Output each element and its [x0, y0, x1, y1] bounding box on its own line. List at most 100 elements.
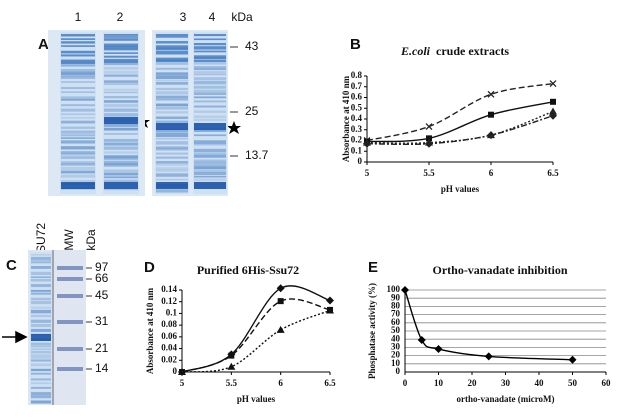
gel-band: [31, 254, 51, 256]
gel-band: [31, 256, 51, 260]
gel-band: [104, 83, 138, 85]
gel-band: [104, 182, 138, 189]
y-tick-label: 0.4: [351, 113, 363, 123]
data-point: [227, 362, 236, 370]
gel-band: [31, 392, 51, 396]
gel-band: [31, 319, 51, 323]
gel-band: [156, 189, 188, 193]
gel-band: [156, 152, 188, 155]
gel-band: [156, 91, 188, 95]
gel-band: [194, 140, 226, 144]
y-tick-label: 0.2: [351, 135, 363, 145]
gel-band: [31, 328, 51, 332]
gel-band: [104, 155, 138, 159]
data-point: [326, 296, 334, 305]
gel-band: [156, 178, 188, 181]
gel-band: [104, 179, 138, 184]
gel-band: [61, 71, 95, 75]
chart-title: Purified 6His-Ssu72: [197, 263, 299, 277]
gel-band: [61, 54, 95, 57]
data-point: [425, 139, 433, 148]
gel-band: [104, 70, 138, 74]
x-tick-label: 5.5: [226, 378, 238, 388]
data-line: [366, 82, 554, 142]
gel-band: [104, 164, 138, 167]
gel-band: [194, 172, 226, 175]
data-point: [488, 111, 494, 118]
gel-band: [104, 146, 138, 150]
gel-band: [156, 57, 188, 61]
y-tick-label: 40: [391, 333, 401, 343]
gel-band: [156, 82, 188, 85]
chart-title: E.coli crude extracts: [400, 44, 509, 58]
gel-band: [104, 38, 138, 41]
gel-band: [156, 98, 188, 101]
gel-band: [194, 57, 226, 60]
gel-band: [194, 96, 226, 99]
gel-band: [194, 34, 226, 37]
gel-band: [104, 63, 138, 66]
marker-label: 21: [95, 341, 109, 355]
x-tick-label: 50: [568, 378, 578, 388]
gel-band: [61, 69, 95, 71]
gel-band: [61, 174, 95, 178]
data-point: [487, 131, 495, 140]
x-tick-label: 20: [468, 378, 478, 388]
gel-band: [156, 182, 188, 189]
gel-band: [104, 157, 138, 160]
gel-band: [31, 372, 51, 375]
panel-label: D: [144, 259, 155, 276]
gel-band: [57, 266, 83, 270]
chart-title: Ortho-vanadate inhibition: [432, 263, 567, 277]
gel-band: [61, 113, 95, 116]
gel-band: [61, 38, 95, 40]
gel-band: [156, 95, 188, 99]
gel-band: [31, 359, 51, 362]
gel-band: [156, 146, 188, 150]
gel-band: [31, 400, 51, 404]
data-point: [363, 139, 371, 148]
gel-band: [156, 41, 188, 44]
gel-band: [104, 74, 138, 77]
gel-band: [57, 277, 83, 281]
gel-band: [61, 81, 95, 83]
data-point: [425, 123, 433, 130]
gel-band: [104, 46, 138, 49]
gel-band: [194, 118, 226, 122]
lane-label: 1: [75, 10, 82, 24]
gel-band: [104, 95, 138, 99]
gel-band: [104, 138, 138, 142]
marker-label: 66: [95, 271, 109, 285]
gel-band: [61, 73, 95, 78]
y-tick-label: 0: [173, 366, 178, 376]
data-line: [181, 309, 331, 373]
gel-band: [194, 148, 226, 153]
data-point: [326, 306, 334, 314]
gel-band: [31, 297, 51, 301]
y-tick-label: 0.04: [161, 343, 177, 353]
gel-band: [61, 108, 95, 112]
gel-band: [156, 156, 188, 159]
gel-band: [194, 164, 226, 167]
gel-band: [194, 169, 226, 173]
data-point: [549, 107, 557, 115]
x-tick-label: 6: [489, 168, 494, 178]
gel-band: [156, 132, 188, 135]
gel-band: [61, 50, 95, 54]
gel-band: [104, 91, 138, 94]
gel-band: [156, 167, 188, 170]
y-tick-label: 50: [391, 325, 401, 335]
arrow: [2, 330, 28, 344]
data-point: [484, 352, 493, 361]
gel-band: [156, 50, 188, 53]
gel-band: [31, 284, 51, 288]
gel-band: [31, 386, 51, 389]
panel-label: B: [350, 36, 361, 53]
gel-band: [156, 120, 188, 123]
gel-band: [156, 123, 188, 130]
gel-band: [104, 55, 138, 58]
gel-band: [61, 59, 95, 63]
x-tick-label: 5: [365, 168, 370, 178]
gel-band: [194, 42, 226, 46]
y-tick-label: 0.7: [351, 81, 363, 91]
